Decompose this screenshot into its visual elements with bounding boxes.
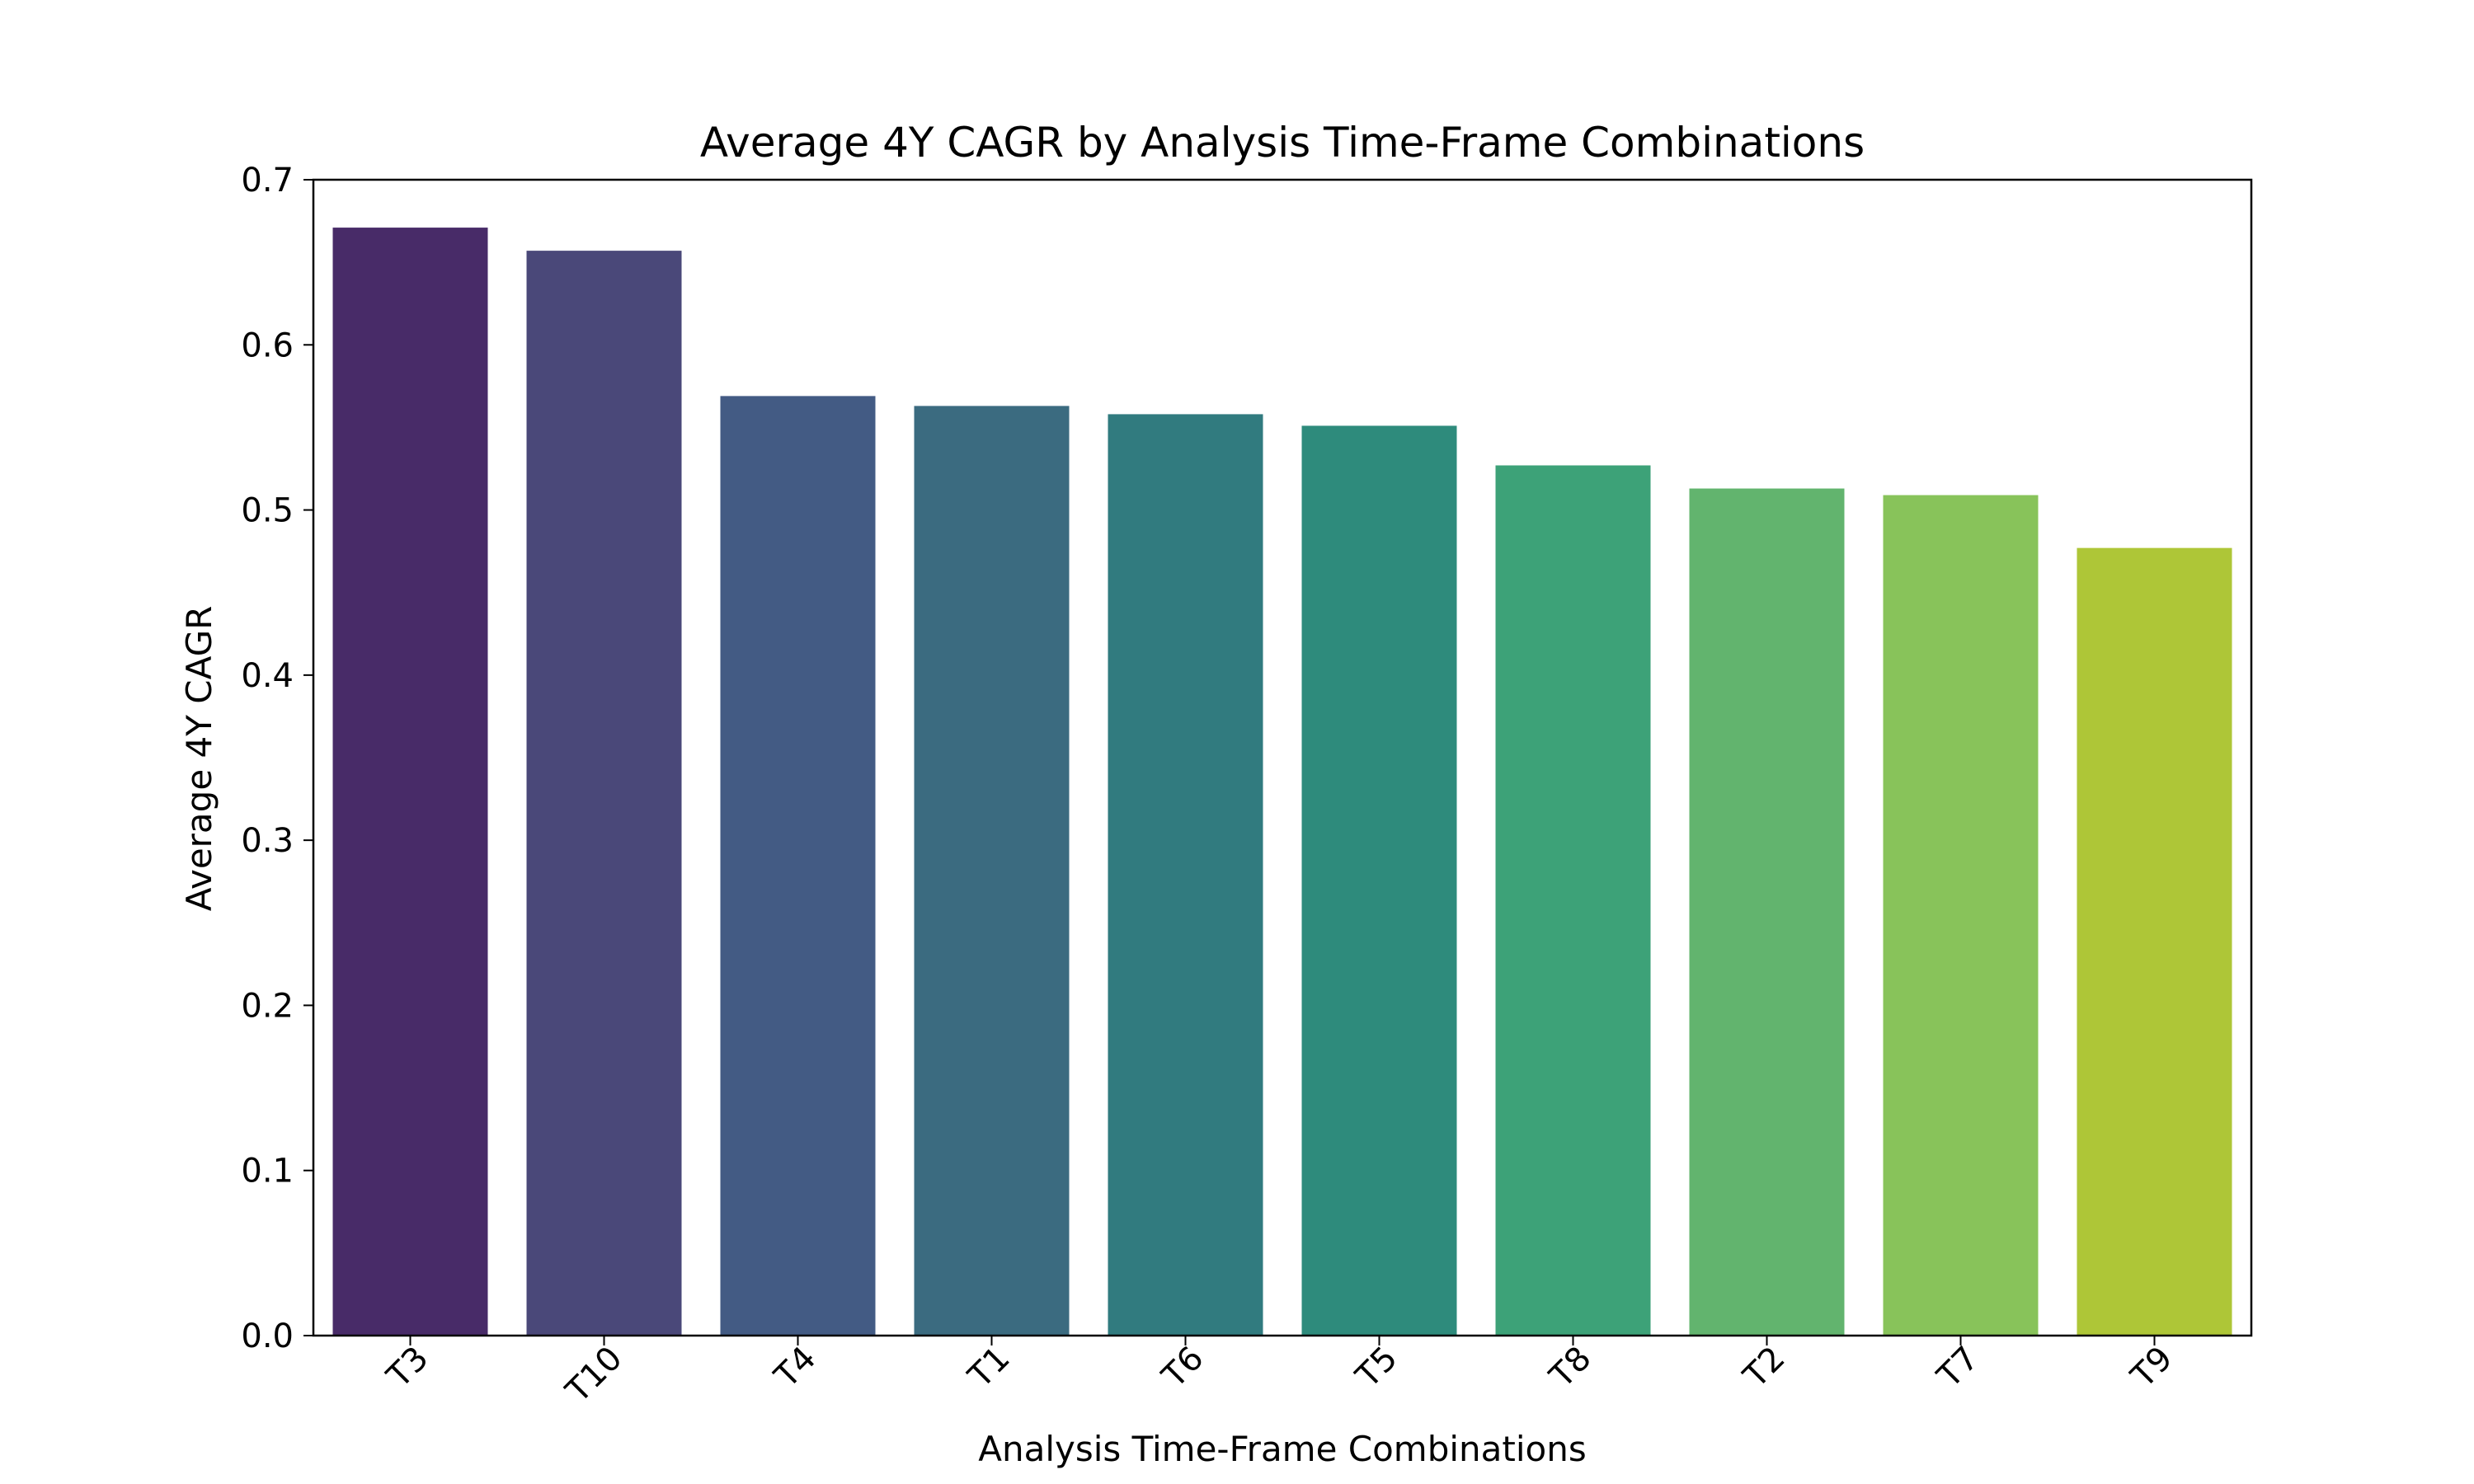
- bar-t2[interactable]: 0.513: [1690, 489, 1845, 1336]
- y-tick-label: 0.4: [241, 657, 294, 695]
- y-tick-label: 0.0: [241, 1317, 294, 1355]
- bar-t8[interactable]: 0.527: [1496, 465, 1651, 1336]
- bar-t6[interactable]: 0.558: [1108, 414, 1263, 1336]
- x-axis-title: Analysis Time-Frame Combinations: [978, 1429, 1587, 1469]
- bar-t7[interactable]: 0.509: [1884, 495, 2039, 1336]
- y-axis-title: Average 4Y CAGR: [179, 606, 219, 912]
- bar-t1[interactable]: 0.563: [915, 406, 1070, 1336]
- y-tick-label: 0.7: [241, 162, 294, 200]
- bar-t3[interactable]: 0.671: [333, 228, 488, 1336]
- bar-t10[interactable]: 0.657: [527, 251, 682, 1336]
- y-tick-label: 0.5: [241, 492, 294, 530]
- y-tick-label: 0.3: [241, 822, 294, 860]
- bar-t9[interactable]: 0.477: [2077, 548, 2232, 1336]
- bar-t5[interactable]: 0.551: [1302, 425, 1457, 1336]
- y-tick-label: 0.2: [241, 987, 294, 1025]
- chart-title: Average 4Y CAGR by Analysis Time-Frame C…: [700, 119, 1865, 167]
- y-tick-label: 0.1: [241, 1153, 294, 1190]
- y-tick-label: 0.6: [241, 326, 294, 364]
- bar-t4[interactable]: 0.569: [721, 396, 876, 1336]
